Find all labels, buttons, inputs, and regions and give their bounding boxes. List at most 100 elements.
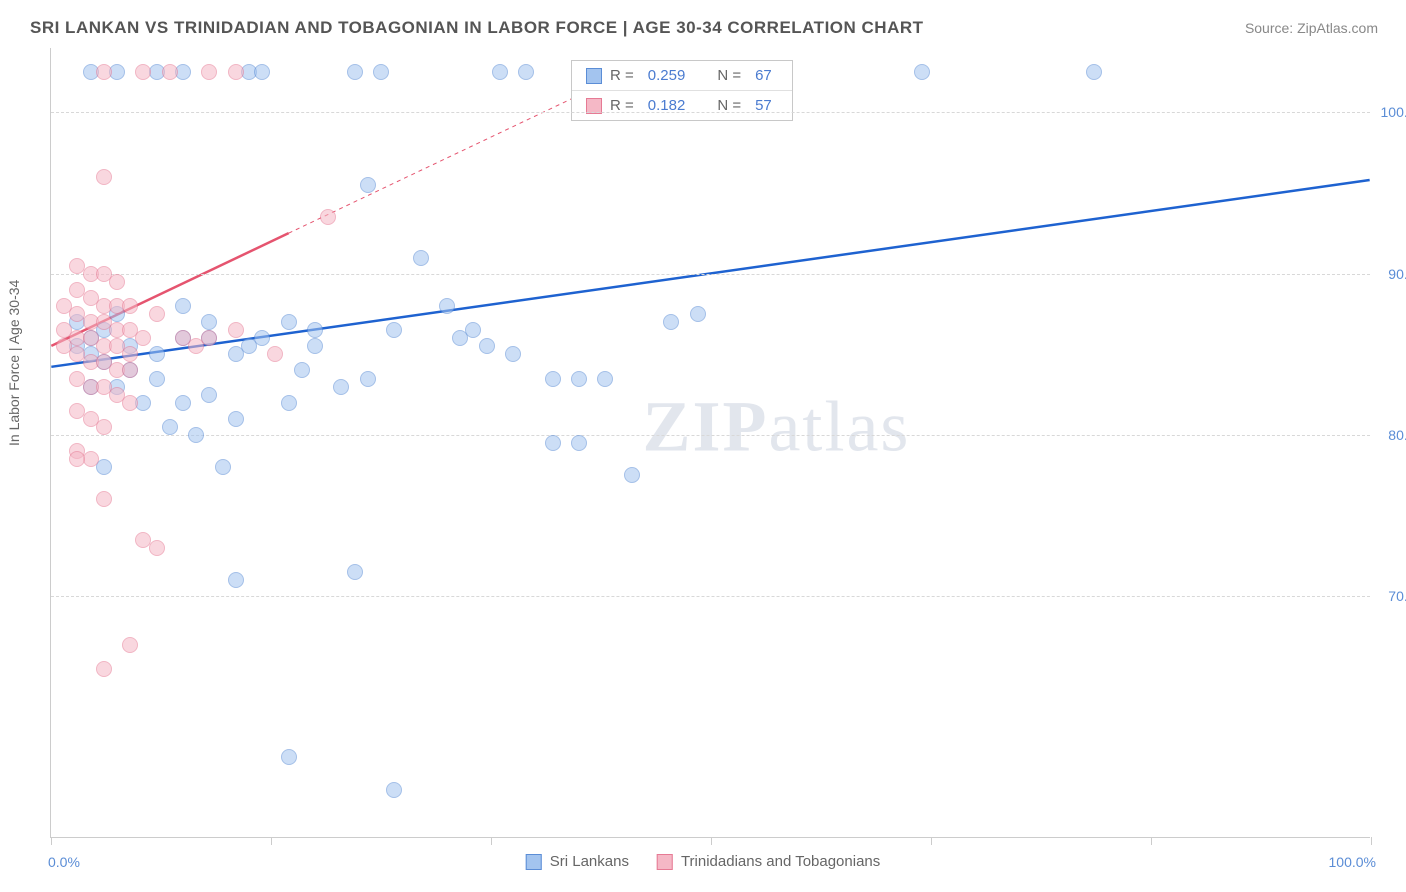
data-point (307, 338, 323, 354)
data-point (597, 371, 613, 387)
data-point (281, 749, 297, 765)
data-point (281, 314, 297, 330)
gridline-h (51, 274, 1370, 275)
data-point (122, 362, 138, 378)
data-point (96, 661, 112, 677)
x-tick (271, 837, 272, 845)
data-point (201, 64, 217, 80)
legend-item: Trinidadians and Tobagonians (657, 853, 880, 870)
data-point (571, 371, 587, 387)
data-point (175, 298, 191, 314)
y-tick-label: 90.0% (1388, 266, 1406, 282)
data-point (228, 572, 244, 588)
data-point (175, 395, 191, 411)
data-point (452, 330, 468, 346)
data-point (228, 322, 244, 338)
data-point (69, 451, 85, 467)
data-point (360, 177, 376, 193)
trend-lines-layer (51, 48, 1370, 837)
data-point (96, 64, 112, 80)
data-point (479, 338, 495, 354)
data-point (505, 346, 521, 362)
x-tick (1371, 837, 1372, 845)
data-point (347, 564, 363, 580)
legend: Sri Lankans Trinidadians and Tobagonians (526, 853, 881, 870)
stat-swatch-icon (586, 68, 602, 84)
legend-label: Sri Lankans (550, 853, 629, 870)
data-point (135, 330, 151, 346)
gridline-h (51, 435, 1370, 436)
y-tick-label: 70.0% (1388, 588, 1406, 604)
data-point (254, 64, 270, 80)
data-point (254, 330, 270, 346)
stat-r-label: R = (610, 67, 634, 84)
data-point (96, 419, 112, 435)
data-point (386, 322, 402, 338)
data-point (492, 64, 508, 80)
data-point (518, 64, 534, 80)
data-point (149, 540, 165, 556)
data-point (149, 306, 165, 322)
data-point (122, 346, 138, 362)
data-point (373, 64, 389, 80)
stat-swatch-icon (586, 98, 602, 114)
data-point (201, 387, 217, 403)
data-point (215, 459, 231, 475)
data-point (122, 395, 138, 411)
stat-n-value: 57 (755, 97, 772, 114)
data-point (360, 371, 376, 387)
data-point (281, 395, 297, 411)
x-axis-min-label: 0.0% (48, 854, 80, 870)
stat-row: R = 0.259 N = 67 (572, 61, 792, 91)
x-tick (931, 837, 932, 845)
data-point (122, 298, 138, 314)
data-point (228, 346, 244, 362)
stat-r-value: 0.259 (648, 67, 686, 84)
data-point (162, 64, 178, 80)
data-point (545, 435, 561, 451)
data-point (135, 64, 151, 80)
data-point (439, 298, 455, 314)
legend-swatch-icon (657, 854, 673, 870)
x-tick (51, 837, 52, 845)
data-point (320, 209, 336, 225)
data-point (228, 411, 244, 427)
y-tick-label: 80.0% (1388, 427, 1406, 443)
y-axis-title: In Labor Force | Age 30-34 (6, 280, 22, 446)
data-point (228, 64, 244, 80)
x-tick (1151, 837, 1152, 845)
data-point (624, 467, 640, 483)
data-point (201, 314, 217, 330)
stat-r-value: 0.182 (648, 97, 686, 114)
data-point (1086, 64, 1102, 80)
data-point (188, 427, 204, 443)
data-point (109, 274, 125, 290)
stat-n-label: N = (717, 97, 741, 114)
data-point (307, 322, 323, 338)
stat-row: R = 0.182 N = 57 (572, 91, 792, 120)
data-point (333, 379, 349, 395)
chart-title: SRI LANKAN VS TRINIDADIAN AND TOBAGONIAN… (30, 18, 924, 38)
x-tick (711, 837, 712, 845)
legend-swatch-icon (526, 854, 542, 870)
stat-n-label: N = (717, 67, 741, 84)
gridline-h (51, 596, 1370, 597)
data-point (386, 782, 402, 798)
data-point (96, 169, 112, 185)
data-point (663, 314, 679, 330)
y-tick-label: 100.0% (1381, 104, 1406, 120)
data-point (413, 250, 429, 266)
data-point (96, 491, 112, 507)
data-point (294, 362, 310, 378)
data-point (571, 435, 587, 451)
legend-label: Trinidadians and Tobagonians (681, 853, 880, 870)
data-point (149, 346, 165, 362)
stat-n-value: 67 (755, 67, 772, 84)
data-point (545, 371, 561, 387)
stat-r-label: R = (610, 97, 634, 114)
source-label: Source: ZipAtlas.com (1245, 20, 1378, 36)
plot-area: ZIPatlas R = 0.259N = 67R = 0.182N = 57 … (50, 48, 1370, 838)
x-axis-max-label: 100.0% (1329, 854, 1376, 870)
data-point (267, 346, 283, 362)
data-point (162, 419, 178, 435)
